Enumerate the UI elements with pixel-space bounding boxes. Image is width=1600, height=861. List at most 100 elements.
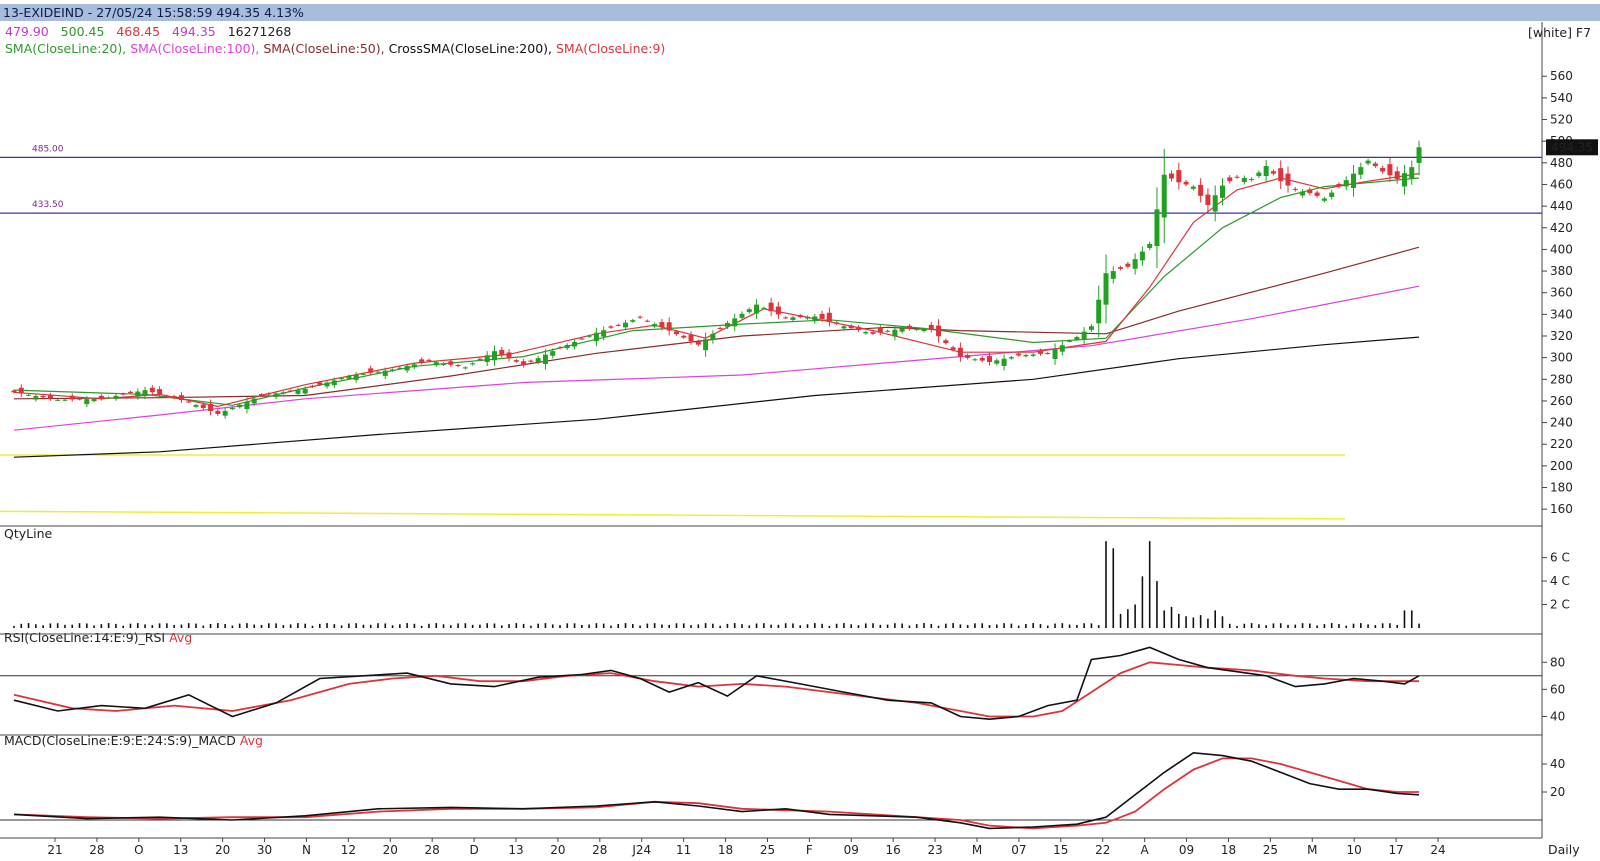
- legend-sma9[interactable]: SMA(CloseLine:9): [555, 41, 666, 56]
- x-tick-label-7: 12: [341, 843, 356, 857]
- candle-body: [601, 330, 607, 337]
- qty-tick-label-4: 4 C: [1550, 574, 1570, 588]
- candle-body: [666, 322, 672, 331]
- candle-body: [222, 410, 228, 416]
- candle-body: [1394, 171, 1400, 180]
- legend-sma20[interactable]: SMA(CloseLine:20),: [5, 41, 127, 56]
- candle-body: [1336, 183, 1342, 187]
- rsi-tick-label-40: 40: [1550, 709, 1565, 723]
- candle-body: [193, 405, 199, 407]
- legend-sma100[interactable]: SMA(CloseLine:100),: [130, 41, 260, 56]
- rsi-line: [13, 646, 1420, 721]
- candle-body: [1263, 166, 1269, 177]
- candle-body: [652, 324, 658, 327]
- level-label-433.50: 433.50: [32, 200, 64, 210]
- candle-body: [98, 395, 104, 399]
- candle-body: [1059, 345, 1065, 352]
- candle-body: [572, 341, 578, 347]
- candle-body: [812, 316, 818, 322]
- candle-body: [237, 404, 243, 408]
- candle-body: [1314, 192, 1320, 196]
- candle-body: [404, 366, 410, 371]
- candle-body: [746, 309, 752, 313]
- indicator-legend[interactable]: SMA(CloseLine:20), SMA(CloseLine:100), S…: [5, 41, 665, 56]
- candle-body: [987, 356, 993, 362]
- candle-body: [1343, 180, 1349, 187]
- rsi-tick-label-80: 80: [1550, 655, 1565, 669]
- theme-label[interactable]: [white] F7: [1528, 25, 1592, 40]
- candle-body: [892, 329, 898, 337]
- rsi-avg-line: [13, 661, 1419, 718]
- candle-body: [921, 329, 927, 332]
- y-tick-label-240: 240: [1550, 416, 1573, 430]
- candle-body: [1198, 184, 1204, 196]
- macd-title: MACD(CloseLine:E:9:E:24:S:9)_MACD: [4, 733, 236, 748]
- candle-body: [77, 398, 83, 400]
- candle-body: [1183, 181, 1189, 185]
- candle-body: [972, 359, 978, 361]
- candle-body: [979, 357, 985, 361]
- candle-body: [1176, 170, 1182, 183]
- y-tick-label-520: 520: [1550, 113, 1573, 127]
- candle-body: [47, 394, 53, 399]
- candle-body: [957, 347, 963, 357]
- y-tick-label-380: 380: [1550, 264, 1573, 278]
- x-tick-label-25: 22: [1095, 843, 1110, 857]
- candle-body: [506, 352, 512, 359]
- candle-body: [448, 361, 454, 365]
- x-tick-label-1: 28: [89, 843, 104, 857]
- candle-body: [266, 393, 272, 395]
- candle-body: [397, 367, 403, 369]
- candle-body: [382, 370, 388, 376]
- macd-avg-label: Avg: [239, 733, 263, 748]
- y-tick-label-460: 460: [1550, 177, 1573, 191]
- candle-body: [1278, 168, 1284, 182]
- candle-body: [673, 331, 679, 335]
- candle-body: [790, 317, 796, 320]
- candle-body: [353, 374, 359, 380]
- x-tick-label-10: D: [469, 843, 478, 857]
- candle-body: [855, 326, 861, 331]
- candle-body: [1292, 188, 1298, 190]
- candle-body: [906, 325, 912, 329]
- candle-body: [171, 396, 177, 399]
- x-tick-label-5: 30: [257, 843, 272, 857]
- y-tick-label-220: 220: [1550, 437, 1573, 451]
- x-tick-label-17: 25: [760, 843, 775, 857]
- sma-line-0: [13, 336, 1420, 458]
- candle-body: [644, 320, 650, 322]
- x-tick-label-26: A: [1141, 843, 1150, 857]
- x-tick-label-15: 11: [676, 843, 691, 857]
- candle-body: [965, 355, 971, 358]
- candle-body: [841, 326, 847, 329]
- candle-body: [273, 393, 279, 397]
- candle-body: [542, 354, 548, 365]
- ohlc-row: 479.90 500.45 468.45 494.35 16271268: [5, 24, 291, 39]
- x-tick-label-4: 20: [215, 843, 230, 857]
- candle-body: [157, 389, 163, 395]
- candle-body: [1147, 244, 1153, 248]
- candle-body: [564, 345, 570, 349]
- candle-body: [579, 338, 585, 340]
- candle-body: [1052, 349, 1058, 360]
- candle-body: [1045, 353, 1051, 355]
- candle-body: [1081, 331, 1087, 340]
- candle-body: [783, 317, 789, 319]
- candle-body: [1372, 163, 1378, 167]
- legend-sma50[interactable]: SMA(CloseLine:50),: [263, 41, 385, 56]
- timeframe-label[interactable]: Daily: [1548, 842, 1580, 857]
- candle-body: [1416, 147, 1422, 163]
- x-tick-label-11: 13: [508, 843, 523, 857]
- legend-crosssma200[interactable]: CrossSMA(CloseLine:200),: [388, 41, 552, 56]
- candle-body: [1132, 259, 1138, 269]
- y-tick-label-300: 300: [1550, 351, 1573, 365]
- candle-body: [943, 340, 949, 344]
- x-tick-label-21: 23: [927, 843, 942, 857]
- candle-body: [1212, 195, 1218, 212]
- macd-tick-label-20: 20: [1550, 785, 1565, 799]
- y-tick-label-540: 540: [1550, 91, 1573, 105]
- candle-body: [826, 312, 832, 322]
- candle-body: [1234, 176, 1240, 178]
- x-tick-label-29: 25: [1263, 843, 1278, 857]
